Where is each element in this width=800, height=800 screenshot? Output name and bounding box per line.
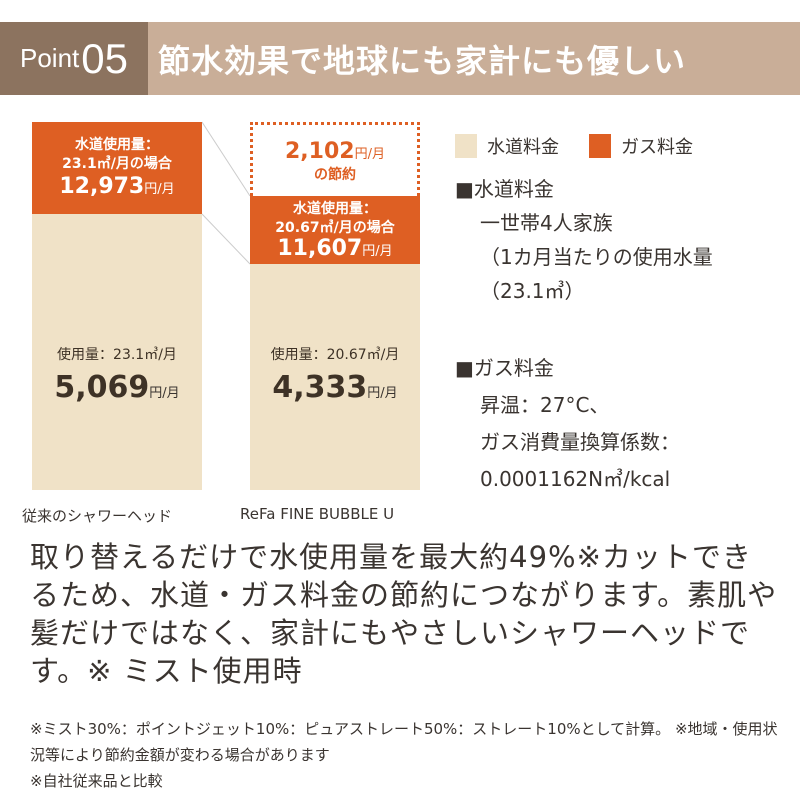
connector-lines [201, 121, 251, 265]
unit: 円/月 [149, 386, 180, 401]
category-label: 従来のシャワーヘッド [22, 507, 173, 525]
water-note: 使用量：23.1㎥/月 [57, 347, 177, 363]
water-note: 使用量：20.67㎥/月 [270, 347, 400, 363]
unit: 円/月 [367, 386, 398, 401]
unit: 円/月 [362, 244, 393, 259]
condition-line: （1カ月当たりの使用水量 [480, 245, 713, 269]
footnote: ※自社従来品と比較 [30, 772, 163, 790]
saving-value: 2,102 [285, 139, 355, 164]
condition-line: 一世帯4人家族 [480, 211, 613, 235]
unit: 円/月 [144, 182, 175, 197]
unit: 円/月 [354, 147, 385, 162]
main-description: 取り替えるだけで水使用量を最大約49%※カットできるため、水道・ガス料金の節約に… [30, 540, 778, 688]
point-label: Point [20, 43, 80, 73]
gas-value: 12,973 [59, 174, 145, 199]
bar-gas-conventional: 水道使用量： 23.1㎥/月の場合 12,973円/月 [32, 122, 202, 214]
water-value: 4,333 [272, 370, 368, 405]
page-title: 節水効果で地球にも家計にも優しい [158, 41, 687, 80]
bar-gas-refa: 水道使用量： 20.67㎥/月の場合 11,607円/月 [250, 196, 420, 264]
connector-bottom [201, 213, 251, 265]
gas-note: 20.67㎥/月の場合 [275, 220, 395, 236]
gas-conditions: ■ガス料金 昇温：27°C、 ガス消費量換算係数： 0.0001162N㎥/kc… [455, 350, 680, 498]
gas-note: 水道使用量： [75, 137, 159, 153]
legend-swatch-gas [589, 134, 611, 158]
condition-line: （23.1㎥） [480, 279, 585, 303]
condition-line: ガス消費量換算係数： [480, 430, 680, 454]
gas-note: 23.1㎥/月の場合 [62, 156, 172, 172]
water-conditions: ■水道料金 一世帯4人家族 （1カ月当たりの使用水量 （23.1㎥） [455, 172, 713, 308]
saving-box: 2,102円/月 の節約 [250, 122, 420, 196]
legend-gas: ガス料金 [621, 137, 693, 158]
legend-water: 水道料金 [487, 137, 559, 158]
bar-water-conventional: 使用量：23.1㎥/月 5,069円/月 [32, 214, 202, 490]
category-label: ReFa FINE BUBBLE U [240, 505, 395, 523]
condition-line: 0.0001162N㎥/kcal [480, 467, 671, 491]
point-badge: Point 05 [0, 22, 148, 95]
legend-swatch-water [455, 134, 477, 158]
gas-note: 水道使用量： [293, 201, 377, 217]
saving-label: の節約 [314, 167, 356, 183]
footnote: ※ミスト30%：ポイントジェット10%：ピュアストレート50%：ストレート10%… [30, 720, 778, 764]
legend: 水道料金 ガス料金 [455, 133, 693, 159]
connector-top [201, 121, 251, 197]
point-number: 05 [81, 34, 128, 82]
gas-head: ■ガス料金 [455, 356, 554, 380]
gas-value: 11,607 [277, 236, 363, 261]
condition-line: 昇温：27°C、 [480, 393, 610, 417]
water-head: ■水道料金 [455, 177, 554, 201]
water-value: 5,069 [54, 370, 150, 405]
bar-water-refa: 使用量：20.67㎥/月 4,333円/月 [250, 264, 420, 490]
